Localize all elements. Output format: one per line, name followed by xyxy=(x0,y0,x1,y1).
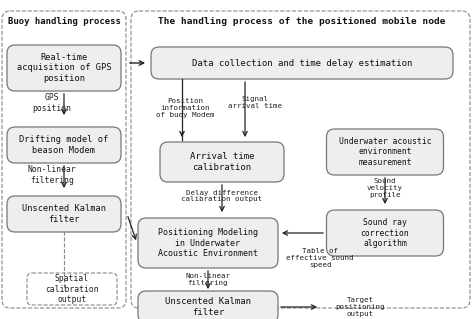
Text: Underwater acoustic
environment
measurement: Underwater acoustic environment measurem… xyxy=(339,137,431,167)
FancyBboxPatch shape xyxy=(138,218,278,268)
FancyBboxPatch shape xyxy=(327,210,444,256)
Text: Non-linear
filtering: Non-linear filtering xyxy=(185,273,230,286)
FancyBboxPatch shape xyxy=(160,142,284,182)
Text: Non-linear
filtering: Non-linear filtering xyxy=(27,165,76,185)
FancyBboxPatch shape xyxy=(7,45,121,91)
Text: Arrival time
calibration: Arrival time calibration xyxy=(190,152,254,172)
Text: Target
positioning
output: Target positioning output xyxy=(335,297,385,317)
Text: Sound
velocity
profile: Sound velocity profile xyxy=(367,178,403,198)
Text: Sound ray
correction
algorithm: Sound ray correction algorithm xyxy=(361,218,410,248)
Text: Drifting model of
beason Modem: Drifting model of beason Modem xyxy=(19,135,109,155)
Text: Delay difference
calibration output: Delay difference calibration output xyxy=(182,189,263,203)
Text: Spatial
calibration
output: Spatial calibration output xyxy=(45,274,99,304)
Text: Position
information
of buoy Modem: Position information of buoy Modem xyxy=(156,98,214,118)
Text: Buoy handling process: Buoy handling process xyxy=(8,17,120,26)
FancyBboxPatch shape xyxy=(7,127,121,163)
FancyBboxPatch shape xyxy=(327,129,444,175)
Text: Positioning Modeling
in Underwater
Acoustic Environment: Positioning Modeling in Underwater Acous… xyxy=(158,228,258,258)
FancyBboxPatch shape xyxy=(138,291,278,319)
Text: Real-time
acquisition of GPS
position: Real-time acquisition of GPS position xyxy=(17,53,111,83)
Text: The handling process of the positioned mobile node: The handling process of the positioned m… xyxy=(158,17,446,26)
Text: GPS
position: GPS position xyxy=(33,93,72,113)
FancyBboxPatch shape xyxy=(7,196,121,232)
Text: Unscented Kalman
filter: Unscented Kalman filter xyxy=(22,204,106,224)
Text: Unscented Kalman
filter: Unscented Kalman filter xyxy=(165,297,251,317)
Text: Data collection and time delay estimation: Data collection and time delay estimatio… xyxy=(192,58,412,68)
FancyBboxPatch shape xyxy=(151,47,453,79)
Text: Table of
effective sound
speed: Table of effective sound speed xyxy=(286,248,354,268)
Text: Signal
arrival time: Signal arrival time xyxy=(228,95,282,108)
